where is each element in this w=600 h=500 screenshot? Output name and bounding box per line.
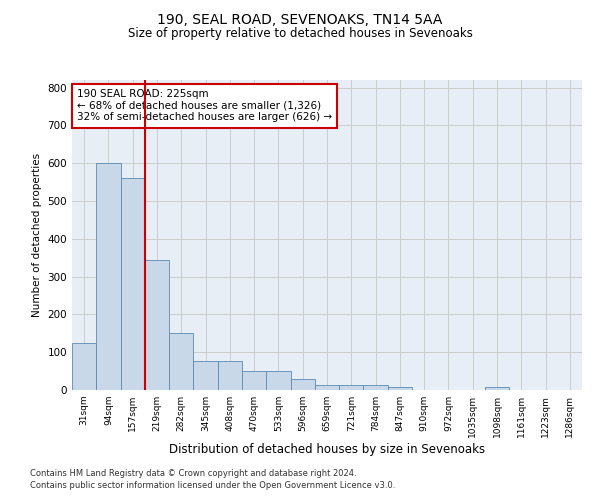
Bar xyxy=(339,385,364,390)
Bar xyxy=(218,360,242,390)
Bar xyxy=(96,163,121,390)
Text: 190, SEAL ROAD, SEVENOAKS, TN14 5AA: 190, SEAL ROAD, SEVENOAKS, TN14 5AA xyxy=(157,12,443,26)
Bar xyxy=(388,388,412,390)
Bar xyxy=(145,260,169,390)
Y-axis label: Number of detached properties: Number of detached properties xyxy=(32,153,42,317)
Bar xyxy=(315,384,339,390)
Bar xyxy=(72,342,96,390)
Bar xyxy=(169,334,193,390)
Text: Distribution of detached houses by size in Sevenoaks: Distribution of detached houses by size … xyxy=(169,442,485,456)
Bar xyxy=(242,371,266,390)
Bar xyxy=(266,371,290,390)
Text: 190 SEAL ROAD: 225sqm
← 68% of detached houses are smaller (1,326)
32% of semi-d: 190 SEAL ROAD: 225sqm ← 68% of detached … xyxy=(77,90,332,122)
Text: Contains HM Land Registry data © Crown copyright and database right 2024.: Contains HM Land Registry data © Crown c… xyxy=(30,468,356,477)
Bar xyxy=(121,178,145,390)
Bar xyxy=(364,386,388,390)
Bar xyxy=(485,387,509,390)
Text: Size of property relative to detached houses in Sevenoaks: Size of property relative to detached ho… xyxy=(128,28,472,40)
Bar xyxy=(193,360,218,390)
Bar xyxy=(290,378,315,390)
Text: Contains public sector information licensed under the Open Government Licence v3: Contains public sector information licen… xyxy=(30,481,395,490)
